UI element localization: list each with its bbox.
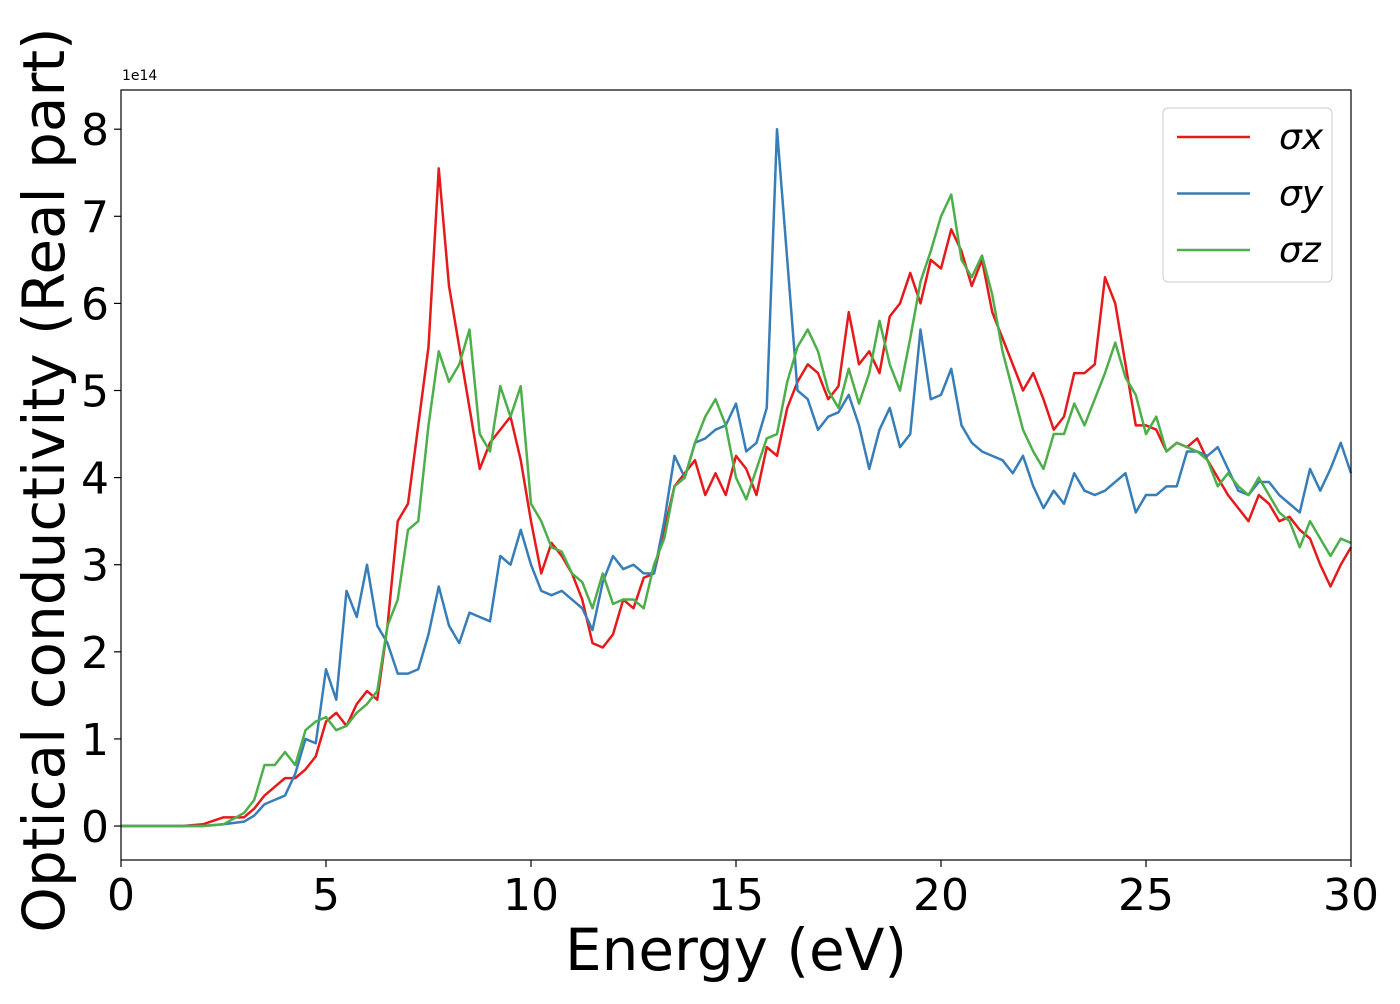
x-tick-label: 0 (107, 870, 135, 921)
x-axis-label: Energy (eV) (565, 916, 907, 984)
x-tick-label: 10 (503, 870, 559, 921)
y-tick-label: 0 (81, 802, 109, 853)
legend-label: σy (1279, 174, 1324, 215)
legend-label: σz (1279, 230, 1322, 271)
legend-label: σx (1279, 117, 1324, 158)
y-tick-label: 2 (81, 628, 109, 679)
plot-frame (120, 89, 1352, 861)
y-axis-label: Optical conductivity (Real part) (10, 27, 78, 932)
series-line (121, 193, 1352, 828)
series-line (121, 167, 1353, 828)
x-tick-label: 25 (1118, 870, 1174, 921)
y-tick-label: 5 (81, 367, 109, 418)
x-tick-label: 30 (1323, 870, 1379, 921)
y-tick-label: 7 (81, 192, 109, 243)
series-line (121, 127, 1353, 828)
y-tick-label: 4 (81, 454, 109, 505)
x-tick-label: 5 (312, 870, 340, 921)
y-tick-label: 1 (81, 715, 109, 766)
y-offset-label: 1e14 (122, 68, 157, 84)
y-tick-label: 3 (81, 541, 109, 592)
legend-box (1162, 107, 1333, 283)
y-tick-label: 6 (81, 279, 109, 330)
x-tick-label: 15 (708, 870, 764, 921)
y-tick-label: 8 (81, 105, 109, 156)
x-tick-label: 20 (913, 870, 969, 921)
